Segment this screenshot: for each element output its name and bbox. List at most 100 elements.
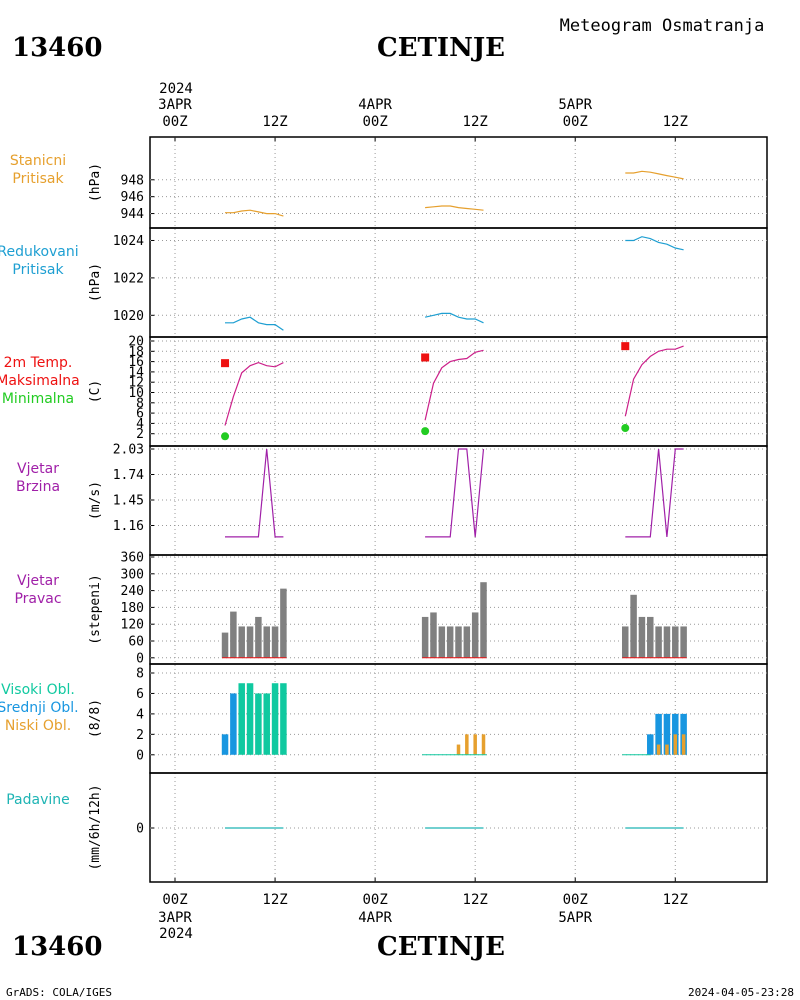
panel-label: Minimalna	[2, 391, 74, 407]
wind-speed-panel: 1.16 1.45 1.74 2.03 (m/s) Vjetar Brzina	[16, 443, 768, 556]
y-axis-label: (C)	[88, 380, 103, 403]
panel-label: Srednji Obl.	[0, 700, 79, 716]
bottom-hour-label: 12Z	[463, 892, 488, 908]
y-tick-label: 8	[136, 396, 144, 411]
cloud-bar	[665, 744, 669, 755]
top-hour-label: 00Z	[563, 114, 588, 130]
y-tick-label: 944	[121, 207, 145, 222]
cloud-cover-panel: 0 2 4 6 8 (8/8) Visoki Obl. Srednji Obl. Niski O…	[0, 663, 768, 774]
cloud-bar	[655, 713, 662, 755]
reduced-pressure-panel: 1020 1022 1024 (hPa) Redukovani Pritisak	[0, 227, 768, 338]
y-tick-label: 6	[136, 687, 144, 702]
tmax-marker	[621, 342, 630, 351]
y-tick-label: 12	[128, 376, 144, 391]
series-line	[425, 205, 484, 211]
direction-bar	[263, 626, 270, 658]
bottom-hour-label: 00Z	[362, 892, 387, 908]
series-line	[225, 316, 284, 331]
series-line	[624, 345, 684, 417]
cloud-bar	[246, 683, 254, 755]
direction-bar	[271, 626, 279, 658]
temperature-frame	[149, 336, 768, 447]
panel-label: Vjetar	[17, 461, 59, 477]
bottom-hour-label: 00Z	[162, 892, 187, 908]
series-line	[424, 349, 484, 421]
bottom-hour-label: 12Z	[663, 892, 688, 908]
software-credit: GrADS: COLA/IGES	[6, 986, 112, 999]
panel-label: Vjetar	[17, 573, 59, 589]
top-day-label: 3APR	[158, 97, 192, 113]
tmin-marker	[621, 424, 630, 433]
y-tick-label: 4	[136, 417, 144, 432]
y-tick-label: 360	[121, 551, 144, 566]
panel-label: Visoki Obl.	[1, 682, 75, 698]
bottom-day-label: 4APR	[358, 910, 392, 926]
direction-bar	[622, 626, 629, 658]
direction-bar	[280, 588, 287, 658]
y-tick-label: 1024	[113, 234, 144, 249]
y-tick-label: 948	[121, 173, 144, 188]
panel-label: 2m Temp.	[4, 355, 73, 371]
y-axis-label: (mm/6h/12h)	[88, 784, 103, 870]
y-tick-label: 2.03	[113, 443, 144, 458]
series-line	[625, 236, 684, 251]
cloud-bar	[280, 683, 287, 755]
cloud-bar	[481, 734, 486, 755]
y-tick-label: 1022	[113, 271, 144, 286]
direction-bar	[421, 616, 429, 658]
series-line	[424, 312, 484, 324]
direction-bar	[638, 616, 646, 658]
direction-bar	[438, 626, 446, 658]
reduced-pressure-frame	[149, 227, 768, 338]
cloud-bar	[271, 683, 279, 755]
tmax-marker	[421, 353, 430, 362]
panel-label: Maksimalna	[0, 373, 80, 389]
plot-timestamp: 2024-04-05-23:28	[688, 986, 794, 999]
y-axis-label: (hPa)	[88, 163, 103, 202]
y-axis-label: (8/8)	[88, 699, 103, 738]
y-axis-label: (m/s)	[88, 481, 103, 520]
direction-bar	[655, 626, 662, 658]
cloud-bar	[255, 693, 262, 755]
direction-bar	[455, 626, 462, 658]
bottom-hour-label: 00Z	[563, 892, 588, 908]
y-tick-label: 10	[128, 386, 144, 401]
direction-bar	[672, 626, 679, 658]
direction-bar	[430, 612, 437, 658]
y-tick-label: 14	[128, 365, 144, 380]
y-axis-label: (hPa)	[88, 263, 103, 302]
panel-label: Stanicni	[10, 153, 66, 169]
direction-bar	[246, 626, 254, 658]
cloud-bar	[230, 693, 237, 755]
y-tick-label: 180	[121, 601, 144, 616]
top-hour-label: 12Z	[262, 114, 287, 130]
top-hour-label: 12Z	[663, 114, 688, 130]
direction-bar	[238, 626, 245, 658]
direction-bar	[446, 626, 454, 658]
panel-label: Redukovani	[0, 244, 79, 260]
y-tick-label: 60	[128, 635, 144, 650]
cloud-bar	[663, 713, 671, 755]
y-tick-label: 0	[136, 748, 144, 763]
direction-bar	[663, 626, 671, 658]
top-day-label: 5APR	[558, 97, 592, 113]
panel-label: Pritisak	[12, 262, 64, 278]
top-year-label: 2024	[159, 81, 193, 97]
product-title: Meteogram Osmatranja	[560, 16, 765, 36]
y-tick-label: 8	[136, 667, 144, 682]
series-line	[225, 209, 284, 217]
y-axis-label: (stepeni)	[88, 574, 103, 644]
tmin-marker	[221, 432, 230, 441]
y-tick-label: 0	[136, 651, 144, 666]
direction-bar	[230, 611, 237, 658]
bottom-day-label: 5APR	[558, 910, 592, 926]
top-hour-label: 12Z	[463, 114, 488, 130]
precipitation-panel: 0 (mm/6h/12h) Padavine	[6, 772, 768, 883]
direction-bar	[480, 582, 487, 658]
station-id-top: 13460	[12, 33, 102, 63]
bottom-hour-label: 12Z	[262, 892, 287, 908]
station-name-top: CETINJE	[377, 33, 505, 63]
y-tick-label: 18	[128, 345, 144, 360]
y-tick-label: 120	[121, 618, 144, 633]
